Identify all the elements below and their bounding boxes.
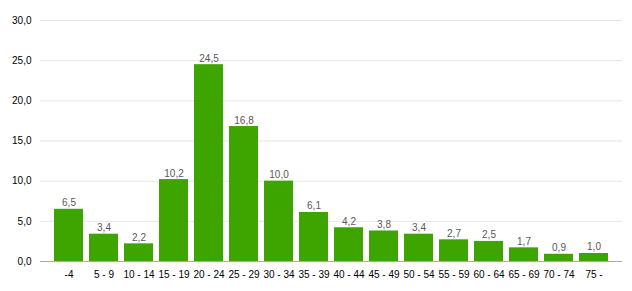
svg-text:5,0: 5,0 [18,216,32,227]
svg-text:24,5: 24,5 [199,53,219,64]
svg-text:3,4: 3,4 [97,222,111,233]
svg-text:1,7: 1,7 [517,236,531,247]
svg-text:40 - 44: 40 - 44 [333,269,365,280]
svg-text:25 - 29: 25 - 29 [228,269,260,280]
svg-text:2,5: 2,5 [482,229,496,240]
svg-text:50 - 54: 50 - 54 [403,269,435,280]
svg-text:20,0: 20,0 [12,95,32,106]
svg-text:55 - 59: 55 - 59 [438,269,470,280]
svg-text:16,8: 16,8 [234,115,254,126]
svg-text:60 - 64: 60 - 64 [473,269,505,280]
svg-text:0,0: 0,0 [18,256,32,267]
svg-text:20 - 24: 20 - 24 [193,269,225,280]
svg-text:1,0: 1,0 [587,241,601,252]
svg-text:3,8: 3,8 [377,219,391,230]
svg-text:6,5: 6,5 [62,197,76,208]
svg-text:15 - 19: 15 - 19 [158,269,190,280]
svg-text:70 - 74: 70 - 74 [543,269,575,280]
svg-text:5 - 9: 5 - 9 [94,269,114,280]
svg-text:75 -: 75 - [585,269,602,280]
svg-text:10,2: 10,2 [164,168,184,179]
svg-text:30,0: 30,0 [12,15,32,26]
svg-text:10,0: 10,0 [269,169,289,180]
svg-text:2,7: 2,7 [447,228,461,239]
svg-text:35 - 39: 35 - 39 [298,269,330,280]
svg-text:4,2: 4,2 [342,216,356,227]
svg-text:10,0: 10,0 [12,175,32,186]
svg-text:45 - 49: 45 - 49 [368,269,400,280]
svg-text:6,1: 6,1 [307,200,321,211]
svg-text:30 - 34: 30 - 34 [263,269,295,280]
svg-text:25,0: 25,0 [12,55,32,66]
svg-text:10 - 14: 10 - 14 [123,269,155,280]
svg-text:0,9: 0,9 [552,242,566,253]
svg-text:65 - 69: 65 - 69 [508,269,540,280]
svg-text:2,2: 2,2 [132,232,146,243]
svg-text:15,0: 15,0 [12,135,32,146]
svg-text:3,4: 3,4 [412,222,426,233]
svg-text:-4: -4 [65,269,74,280]
